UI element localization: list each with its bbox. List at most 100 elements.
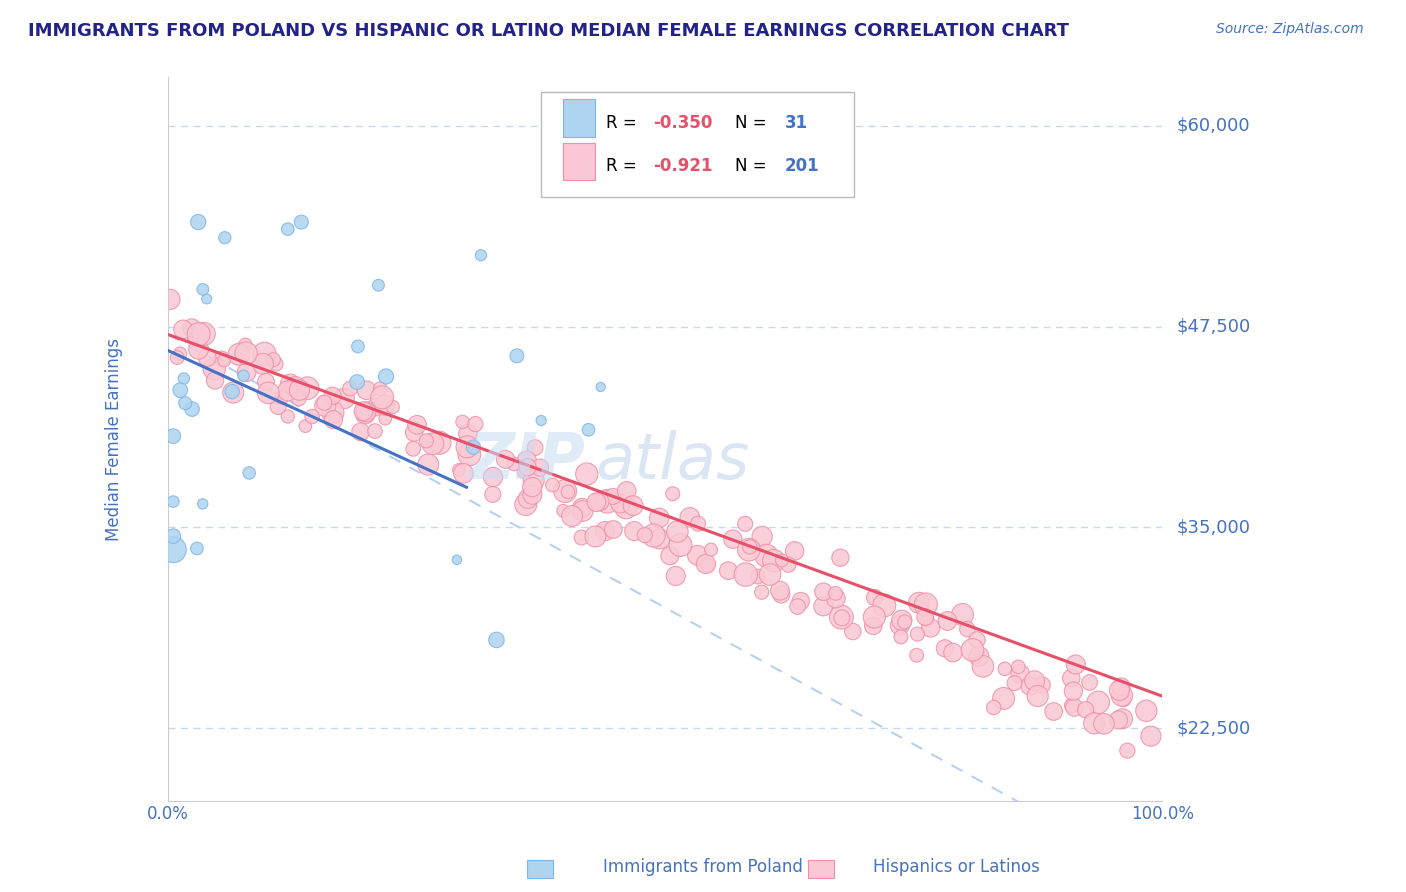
Point <box>368 382 391 396</box>
Point <box>174 396 197 410</box>
Point <box>202 361 225 376</box>
Point <box>529 460 551 475</box>
Point <box>235 337 257 351</box>
Point <box>905 627 928 641</box>
Point <box>583 529 606 543</box>
Point <box>755 549 778 563</box>
Point <box>322 389 344 403</box>
Text: Immigrants from Poland: Immigrants from Poland <box>603 858 803 876</box>
Point <box>778 558 800 572</box>
Point <box>734 516 756 531</box>
Point <box>322 412 344 426</box>
Point <box>905 648 928 663</box>
Point <box>1063 700 1085 714</box>
Point <box>172 322 194 336</box>
Point <box>169 347 191 361</box>
Point <box>264 357 287 371</box>
Point <box>333 392 356 406</box>
Point <box>571 500 593 515</box>
Point <box>354 405 377 419</box>
Point <box>232 368 254 383</box>
Point <box>830 550 852 565</box>
Point <box>862 619 884 633</box>
Point <box>374 411 396 425</box>
Point <box>914 610 936 624</box>
Point <box>813 599 835 614</box>
Point <box>751 529 773 543</box>
Point <box>356 383 378 397</box>
Point <box>700 542 723 557</box>
Text: -0.921: -0.921 <box>654 157 713 175</box>
Point <box>786 599 808 614</box>
Point <box>686 516 709 531</box>
Point <box>485 632 508 647</box>
Point <box>571 504 593 518</box>
Point <box>609 497 631 511</box>
Point <box>1007 660 1029 674</box>
Point <box>578 423 600 437</box>
Point <box>553 504 575 518</box>
Point <box>458 447 481 461</box>
Point <box>457 426 479 441</box>
Point <box>738 540 761 554</box>
Point <box>863 610 886 624</box>
Point <box>186 330 208 344</box>
Point <box>956 622 979 636</box>
Point <box>346 375 368 389</box>
Point <box>277 409 299 424</box>
Point <box>643 528 665 542</box>
Point <box>920 621 942 635</box>
Point <box>616 483 638 498</box>
Point <box>666 524 689 539</box>
Text: N =: N = <box>735 157 772 175</box>
Point <box>451 415 474 429</box>
Point <box>585 495 607 509</box>
Point <box>294 419 316 434</box>
Point <box>252 357 274 371</box>
Point <box>283 378 305 392</box>
Point <box>648 511 671 525</box>
Point <box>349 425 371 439</box>
Point <box>621 499 644 513</box>
Point <box>679 510 702 524</box>
Point <box>314 396 336 410</box>
Point <box>456 440 478 454</box>
Point <box>402 442 425 456</box>
Point <box>952 607 974 622</box>
Point <box>301 409 323 424</box>
Point <box>290 215 312 229</box>
Point <box>696 558 718 572</box>
Point <box>187 343 209 357</box>
Point <box>257 385 280 400</box>
Point <box>212 353 235 368</box>
Text: R =: R = <box>606 157 641 175</box>
Point <box>554 483 576 498</box>
Point <box>270 390 292 404</box>
Point <box>695 557 717 571</box>
Bar <box>562 143 595 180</box>
Text: R =: R = <box>606 113 641 132</box>
Point <box>738 542 761 557</box>
Text: 201: 201 <box>785 157 820 175</box>
Point <box>253 347 276 361</box>
Point <box>824 591 846 606</box>
Point <box>516 460 538 475</box>
Point <box>1004 676 1026 690</box>
Point <box>214 231 236 245</box>
Point <box>759 567 782 582</box>
Point <box>1010 666 1032 681</box>
Point <box>669 538 692 552</box>
Point <box>934 641 956 656</box>
Point <box>993 691 1015 706</box>
Point <box>453 467 475 481</box>
Point <box>522 488 544 502</box>
Point <box>506 349 529 363</box>
Point <box>195 351 218 365</box>
Point <box>235 346 257 360</box>
Text: 31: 31 <box>785 113 807 132</box>
Point <box>278 377 301 392</box>
Point <box>353 404 375 418</box>
Point <box>1135 704 1157 718</box>
Point <box>222 385 245 400</box>
Point <box>686 548 709 562</box>
